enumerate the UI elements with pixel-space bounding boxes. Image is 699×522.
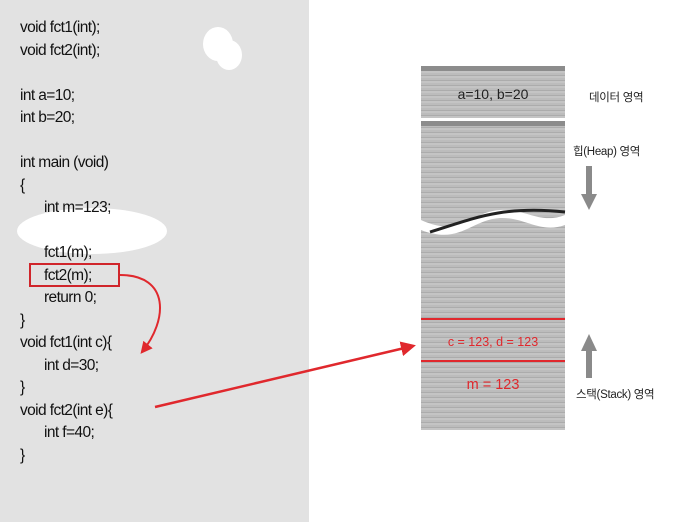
code-panel (0, 0, 309, 522)
code-line: int m=123; (44, 199, 111, 216)
call-curve-arrow (119, 274, 161, 354)
data-region-block (421, 68, 565, 118)
heap-wave-line (429, 208, 566, 234)
stack-pointer-arrow (154, 341, 416, 409)
code-line: return 0; (44, 289, 97, 306)
code-line: int b=20; (20, 109, 75, 126)
data-block-text: a=10, b=20 (457, 86, 529, 102)
stack-frame-main: m = 123 (466, 377, 520, 393)
code-line: int f=40; (44, 424, 95, 441)
code-line: { (20, 176, 25, 194)
code-line: int d=30; (44, 356, 99, 374)
heap-block-top-edge (421, 121, 565, 126)
heap-stack-block (421, 123, 565, 430)
code-line: } (20, 379, 25, 396)
heap-growth-arrow-icon (581, 166, 597, 210)
code-line: void fct2(int e){ (20, 401, 113, 419)
stack-frame-top-line (421, 318, 565, 320)
code-line: void fct2(int); (20, 41, 100, 59)
code-line: int main (void) (20, 154, 109, 171)
data-region-label: 데이터 영역 (589, 92, 644, 104)
stack-frame-fct1: c = 123, d = 123 (447, 335, 539, 349)
code-line: int a=10; (20, 86, 75, 104)
code-listing: void fct1(int); void fct2(int); int a=10… (20, 17, 113, 467)
heap-wave-top (421, 209, 565, 235)
code-line: } (20, 311, 25, 329)
code-line: fct2(m); (44, 266, 92, 284)
code-line: void fct1(int c){ (20, 334, 112, 351)
heap-region-label: 힙(Heap) 영역 (573, 146, 641, 158)
call-highlight-box (29, 263, 120, 287)
code-line: void fct1(int); (20, 19, 100, 36)
code-line: } (20, 446, 25, 464)
code-line: fct1(m); (44, 244, 92, 261)
data-block-top-edge (421, 66, 565, 71)
stack-growth-arrow-icon (581, 334, 597, 378)
white-blob-top (216, 40, 242, 70)
white-cloud-highlight (17, 208, 167, 254)
stack-region-label: 스택(Stack) 영역 (576, 389, 655, 401)
stack-frame-bottom-line (421, 360, 565, 362)
